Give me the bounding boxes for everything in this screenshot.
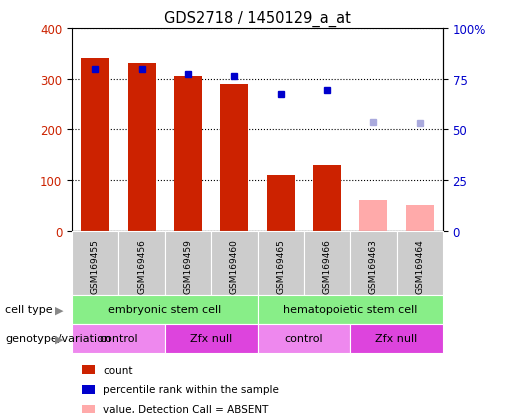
Text: Zfx null: Zfx null [375,334,418,344]
Text: GSM169455: GSM169455 [91,238,100,293]
Text: hematopoietic stem cell: hematopoietic stem cell [283,305,417,315]
Text: GSM169460: GSM169460 [230,238,239,293]
Text: GSM169466: GSM169466 [322,238,332,293]
Text: GSM169456: GSM169456 [137,238,146,293]
Text: control: control [284,334,323,344]
Text: percentile rank within the sample: percentile rank within the sample [103,385,279,394]
Text: genotype/variation: genotype/variation [5,334,111,344]
Bar [220,85,248,231]
Text: GSM169459: GSM169459 [183,238,193,293]
Text: GSM169465: GSM169465 [276,238,285,293]
Text: GSM169463: GSM169463 [369,238,378,293]
Text: Zfx null: Zfx null [190,334,232,344]
Bar [267,176,295,231]
Text: value, Detection Call = ABSENT: value, Detection Call = ABSENT [103,404,268,413]
Bar [174,77,202,231]
Text: GSM169464: GSM169464 [415,239,424,293]
Text: control: control [99,334,138,344]
Bar [81,59,109,231]
Text: count: count [103,365,132,375]
Text: cell type: cell type [5,305,53,315]
Bar [406,206,434,231]
Text: GDS2718 / 1450129_a_at: GDS2718 / 1450129_a_at [164,10,351,26]
Bar [313,166,341,231]
Text: embryonic stem cell: embryonic stem cell [108,305,221,315]
Text: ▶: ▶ [55,334,63,344]
Bar [359,201,387,231]
Bar [128,64,156,231]
Text: ▶: ▶ [55,305,63,315]
